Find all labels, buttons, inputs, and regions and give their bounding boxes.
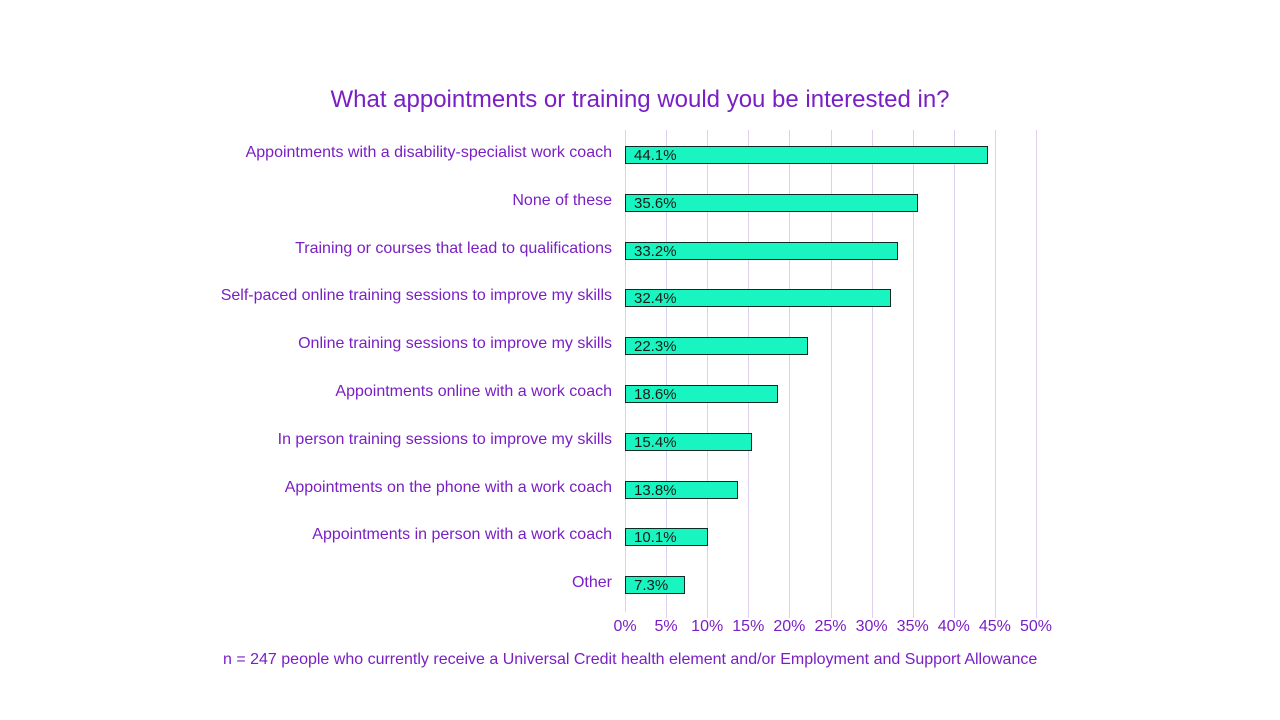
- bar-value-label: 33.2%: [634, 242, 677, 260]
- bar: 35.6%: [625, 193, 918, 212]
- y-axis-line: [625, 130, 626, 612]
- plot-area: 44.1% 35.6% 33.2% 32.4% 22.3% 18.6% 15.4% 13.8%…: [625, 130, 1037, 618]
- category-label: None of these: [512, 191, 612, 209]
- category-label: Appointments with a disability-specialis…: [245, 144, 612, 161]
- bar-value-label: 35.6%: [634, 194, 677, 212]
- category-label: Appointments online with a work coach: [335, 383, 612, 400]
- category-label: Appointments in person with a work coach: [312, 526, 612, 544]
- grid-line: [953, 130, 955, 618]
- bar-value-label: 13.8%: [634, 481, 677, 499]
- bar: 32.4%: [625, 289, 892, 308]
- bar-value-label: 44.1%: [634, 147, 677, 164]
- x-tick-label: 20%: [773, 618, 806, 635]
- bar-value-label: 32.4%: [634, 290, 677, 308]
- category-label: Appointments on the phone with a work co…: [284, 478, 612, 496]
- x-tick-label: 45%: [978, 618, 1011, 635]
- bar-value-label: 10.1%: [634, 529, 677, 547]
- grid-line: [994, 130, 996, 618]
- bar: 44.1%: [625, 146, 988, 164]
- x-tick-label: 40%: [937, 618, 970, 635]
- bar: 18.6%: [625, 385, 778, 403]
- category-label: Online training sessions to improve my s…: [298, 335, 612, 353]
- grid-line: [871, 130, 873, 618]
- x-tick-label: 25%: [814, 618, 847, 635]
- grid-line: [1036, 130, 1037, 618]
- bar-value-label: 15.4%: [634, 433, 677, 451]
- grid-line: [830, 130, 832, 618]
- category-label: Other: [571, 574, 612, 592]
- x-tick-label: 35%: [896, 618, 929, 635]
- x-tick-label: 15%: [732, 618, 765, 635]
- chart-title: What appointments or training would you …: [330, 86, 950, 113]
- bar: 10.1%: [625, 528, 709, 547]
- bar: 33.2%: [625, 241, 898, 260]
- category-label: In person training sessions to improve m…: [277, 430, 612, 448]
- category-label: Training or courses that lead to qualifi…: [295, 239, 612, 257]
- bar: 15.4%: [625, 432, 752, 451]
- bar: 22.3%: [625, 337, 809, 356]
- grid-line: [912, 130, 914, 618]
- grid-line: [666, 130, 668, 618]
- grid-line: [748, 130, 750, 618]
- bar-value-label: 7.3%: [634, 577, 669, 595]
- bar-value-label: 18.6%: [634, 386, 677, 403]
- bar-value-label: 22.3%: [634, 338, 677, 356]
- bar: 7.3%: [625, 576, 685, 595]
- x-tick-label: 0%: [613, 618, 637, 635]
- x-tick-label: 50%: [1019, 618, 1053, 635]
- footnote: n = 247 people who currently receive a U…: [223, 651, 1038, 668]
- grid-line: [789, 130, 791, 618]
- bar: 13.8%: [625, 480, 739, 499]
- grid-line: [707, 130, 709, 618]
- x-tick-label: 30%: [855, 618, 888, 635]
- category-label: Self-paced online training sessions to i…: [220, 287, 612, 305]
- x-tick-label: 10%: [691, 618, 724, 635]
- x-tick-label: 5%: [654, 618, 678, 635]
